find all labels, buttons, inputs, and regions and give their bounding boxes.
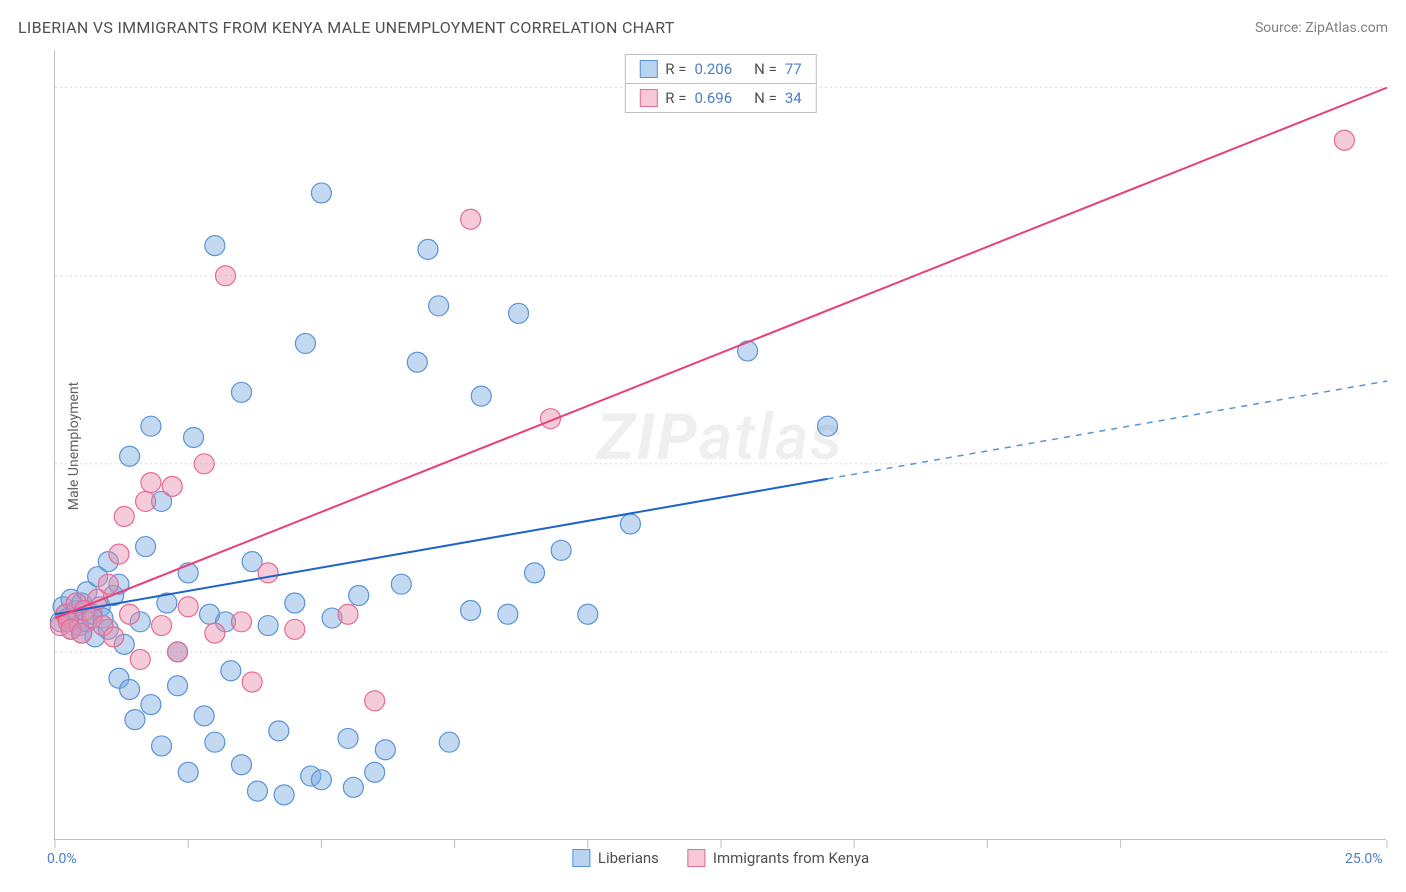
legend-stats: R = 0.206 N = 77 R = 0.696 N = 34 bbox=[624, 54, 816, 113]
legend-swatch bbox=[639, 60, 657, 78]
r-label: R = bbox=[665, 60, 686, 78]
legend-swatch bbox=[639, 89, 657, 107]
legend-series: Liberians Immigrants from Kenya bbox=[572, 849, 869, 867]
r-value: 0.696 bbox=[694, 89, 732, 107]
legend-swatch bbox=[572, 849, 590, 867]
x-tick-label: 0.0% bbox=[47, 851, 77, 867]
legend-stat-row: R = 0.206 N = 77 bbox=[625, 55, 815, 83]
n-label: N = bbox=[754, 89, 777, 107]
legend-swatch bbox=[687, 849, 705, 867]
r-value: 0.206 bbox=[694, 60, 732, 78]
legend-entry: Immigrants from Kenya bbox=[687, 849, 869, 867]
legend-stat-row: R = 0.696 N = 34 bbox=[625, 83, 815, 112]
plot-area: ZIPatlas R =0.206N =77R =0.696N =34 Libe… bbox=[54, 50, 1386, 840]
legend-label: Liberians bbox=[598, 849, 659, 867]
x-tick-label: 25.0% bbox=[1345, 851, 1383, 867]
trend-layer bbox=[55, 50, 1386, 839]
n-value: 34 bbox=[785, 89, 802, 107]
r-label: R = bbox=[665, 89, 686, 107]
legend-entry: Liberians bbox=[572, 849, 659, 867]
source-label: Source: ZipAtlas.com bbox=[1255, 20, 1388, 36]
legend-label: Immigrants from Kenya bbox=[713, 849, 869, 867]
n-label: N = bbox=[754, 60, 777, 78]
chart-title: LIBERIAN VS IMMIGRANTS FROM KENYA MALE U… bbox=[18, 18, 675, 37]
n-value: 77 bbox=[785, 60, 802, 78]
